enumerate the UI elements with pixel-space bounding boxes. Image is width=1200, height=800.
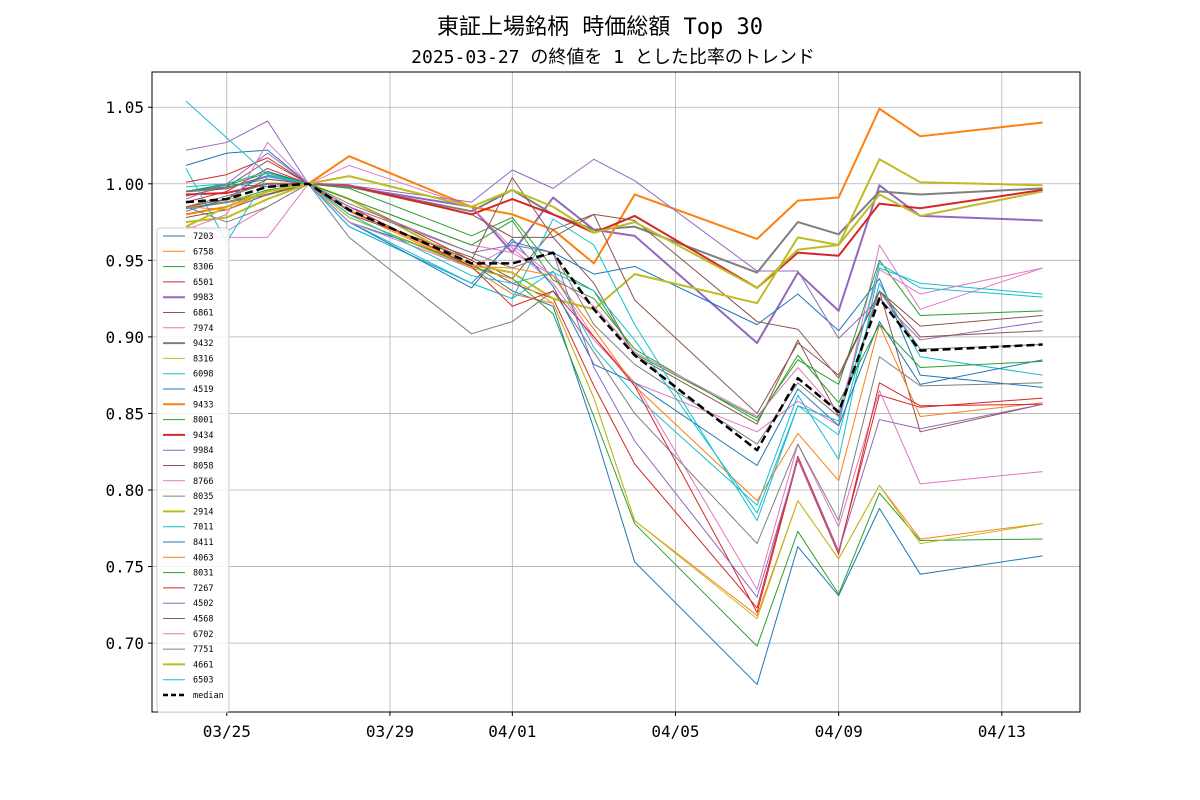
legend-label: 9984 [193, 446, 213, 456]
legend-label: 6503 [193, 676, 213, 686]
legend-label: 7011 [193, 523, 213, 533]
legend: 7203 6758 8306 6501 9983 6861 7974 9432 8316 6098… [156, 227, 230, 713]
chart-title: 東証上場銘柄 時価総額 Top 30 [437, 15, 763, 40]
legend-box [156, 227, 230, 713]
series-line-7011 [185, 168, 1043, 522]
y-tick-label: 0.90 [105, 328, 144, 347]
legend-label: 6501 [193, 278, 213, 288]
legend-label: 9433 [193, 400, 213, 410]
legend-label: 8001 [193, 416, 213, 426]
x-tick-label: 04/01 [488, 722, 536, 741]
legend-label: 7751 [193, 645, 213, 655]
legend-label: 8031 [193, 569, 213, 579]
axis-ticks: 03/25 03/29 04/01 04/05 04/09 04/13 0.70 0.75 0.… [105, 98, 1025, 741]
legend-label: 8766 [193, 477, 213, 487]
legend-label: 7203 [193, 232, 213, 242]
plot-area-frame [151, 71, 1081, 713]
legend-label: 4063 [193, 553, 213, 563]
series-line-2914 [185, 158, 1043, 311]
y-tick-label: 0.75 [105, 558, 144, 577]
legend-label: 9434 [193, 431, 213, 441]
legend-label: 7267 [193, 584, 213, 594]
y-tick-label: 0.80 [105, 481, 144, 500]
legend-label: 2914 [193, 507, 213, 517]
legend-label: 9432 [193, 339, 213, 349]
legend-label: 8316 [193, 354, 213, 364]
x-tick-label: 04/13 [978, 722, 1026, 741]
legend-label: 8058 [193, 462, 213, 472]
legend-label: 8411 [193, 538, 213, 548]
x-tick-label: 04/09 [815, 722, 863, 741]
y-tick-label: 0.95 [105, 251, 144, 270]
x-tick-label: 03/29 [366, 722, 414, 741]
series-line-4519 [185, 149, 1043, 388]
series-lines [185, 100, 1043, 685]
legend-label: 4661 [193, 660, 213, 670]
legend-label: 6861 [193, 309, 213, 319]
series-line-8058 [185, 183, 1043, 379]
legend-label: 4568 [193, 615, 213, 625]
series-line-4661 [185, 175, 1043, 289]
series-line-8035 [185, 183, 1043, 545]
y-tick-label: 0.70 [105, 634, 144, 653]
legend-label: 7974 [193, 324, 213, 334]
legend-label: 4502 [193, 599, 213, 609]
series-line-9984 [185, 120, 1043, 341]
series-line-7267 [185, 157, 1043, 613]
legend-label: 6098 [193, 370, 213, 380]
legend-label: 6758 [193, 247, 213, 257]
y-tick-label: 0.85 [105, 404, 144, 423]
series-line-4502 [185, 152, 1043, 598]
legend-label: 6702 [193, 630, 213, 640]
series-line-median [185, 182, 1043, 452]
x-tick-label: 03/25 [203, 722, 251, 741]
x-tick-label: 04/05 [651, 722, 699, 741]
legend-label-median: median [193, 691, 224, 701]
y-tick-label: 1.05 [105, 98, 144, 117]
legend-label: 4519 [193, 385, 213, 395]
y-tick-label: 1.00 [105, 175, 144, 194]
series-line-8411 [185, 171, 1043, 466]
legend-label: 8306 [193, 263, 213, 273]
series-line-7751 [185, 183, 1043, 445]
series-line-6501 [185, 167, 1043, 609]
chart-subtitle: 2025-03-27 の終値を 1 とした比率のトレンド [411, 47, 815, 68]
legend-label: 9983 [193, 293, 213, 303]
legend-label: 8035 [193, 492, 213, 502]
series-line-4568 [185, 177, 1043, 414]
